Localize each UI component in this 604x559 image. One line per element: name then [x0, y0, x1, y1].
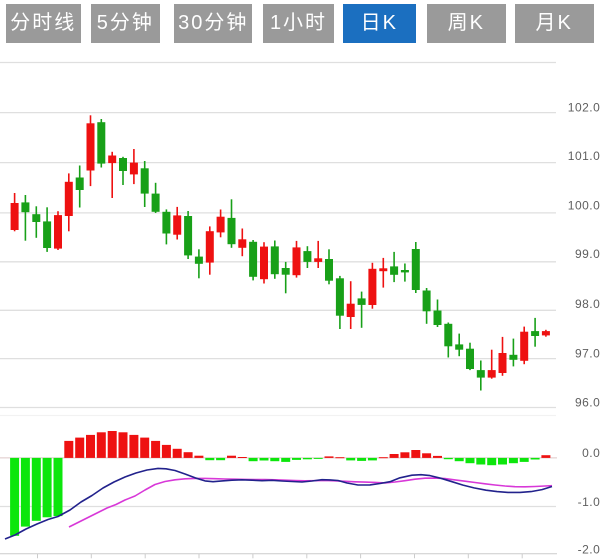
svg-text:98.0: 98.0 — [575, 297, 600, 311]
svg-text:-1.0: -1.0 — [578, 495, 601, 509]
svg-text:102.0: 102.0 — [568, 101, 601, 115]
svg-text:0.0: 0.0 — [582, 446, 600, 460]
svg-text:97.0: 97.0 — [575, 346, 600, 360]
svg-text:99.0: 99.0 — [575, 247, 600, 261]
svg-text:-2.0: -2.0 — [578, 543, 601, 557]
svg-text:100.0: 100.0 — [568, 199, 601, 213]
svg-text:101.0: 101.0 — [568, 149, 601, 163]
svg-text:96.0: 96.0 — [575, 396, 600, 410]
